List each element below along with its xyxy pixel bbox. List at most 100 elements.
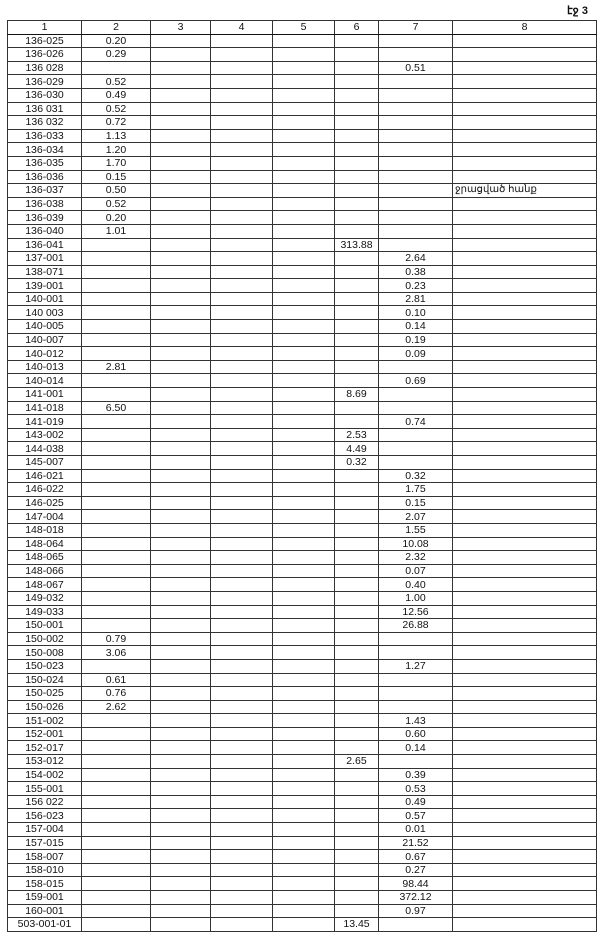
cell-col-3 bbox=[150, 468, 211, 484]
cell-col-7: 10.08 bbox=[378, 536, 453, 552]
cell-col-5 bbox=[272, 101, 335, 117]
table-row: 147-004 2.07 bbox=[7, 509, 597, 524]
cell-col-7 bbox=[378, 400, 453, 416]
cell-col-5 bbox=[272, 604, 335, 620]
cell-col-4 bbox=[210, 495, 273, 511]
cell-col-7 bbox=[378, 223, 453, 239]
cell-col-2: 0.79 bbox=[81, 631, 151, 647]
cell-col-2 bbox=[81, 264, 151, 280]
cell-col-3 bbox=[150, 319, 211, 334]
cell-col-8 bbox=[452, 590, 597, 606]
row-code: 136-037 bbox=[7, 183, 82, 198]
cell-col-5 bbox=[272, 47, 335, 62]
cell-col-3 bbox=[150, 658, 211, 674]
cell-col-4 bbox=[210, 890, 273, 905]
row-code: 136 028 bbox=[7, 60, 82, 76]
cell-col-4 bbox=[210, 359, 273, 375]
cell-col-5 bbox=[272, 319, 335, 334]
cell-col-2: 0.15 bbox=[81, 169, 151, 185]
cell-col-4 bbox=[210, 563, 273, 579]
table-row: 157-004 0.01 bbox=[7, 822, 597, 837]
cell-col-6 bbox=[334, 536, 379, 552]
cell-col-5 bbox=[272, 849, 335, 864]
cell-col-5 bbox=[272, 876, 335, 891]
row-code: 157-004 bbox=[7, 822, 82, 837]
cell-col-5 bbox=[272, 346, 335, 361]
cell-col-8 bbox=[452, 822, 597, 837]
row-code: 136-040 bbox=[7, 223, 82, 239]
row-code: 148-018 bbox=[7, 522, 82, 538]
cell-col-8 bbox=[452, 495, 597, 511]
cell-col-2 bbox=[81, 713, 151, 728]
cell-col-6 bbox=[334, 876, 379, 891]
cell-col-7 bbox=[378, 686, 453, 701]
cell-col-8 bbox=[452, 196, 597, 212]
table-row: 136 028 0.51 bbox=[7, 60, 597, 76]
cell-col-7: 2.64 bbox=[378, 251, 453, 266]
cell-col-6 bbox=[334, 278, 379, 293]
cell-col-8 bbox=[452, 305, 597, 321]
cell-col-4 bbox=[210, 822, 273, 837]
row-code: 151-002 bbox=[7, 713, 82, 728]
cell-col-3 bbox=[150, 835, 211, 851]
cell-col-2 bbox=[81, 482, 151, 497]
cell-col-2: 1.20 bbox=[81, 142, 151, 157]
cell-col-8 bbox=[452, 400, 597, 416]
cell-col-8 bbox=[452, 781, 597, 796]
cell-col-2: 0.29 bbox=[81, 47, 151, 62]
cell-col-7 bbox=[378, 74, 453, 89]
cell-col-7 bbox=[378, 101, 453, 117]
row-code: 136-035 bbox=[7, 155, 82, 171]
cell-col-8: ջրացված հանք bbox=[452, 183, 597, 198]
cell-col-4 bbox=[210, 767, 273, 783]
cell-col-8 bbox=[452, 740, 597, 756]
cell-col-2 bbox=[81, 658, 151, 674]
table-row: 151-002 1.43 bbox=[7, 713, 597, 728]
cell-col-6 bbox=[334, 495, 379, 511]
cell-col-3 bbox=[150, 60, 211, 76]
cell-col-8 bbox=[452, 155, 597, 171]
table-row: 156-023 0.57 bbox=[7, 808, 597, 824]
cell-col-5 bbox=[272, 563, 335, 579]
cell-col-8 bbox=[452, 754, 597, 769]
cell-col-8 bbox=[452, 115, 597, 130]
cell-col-2 bbox=[81, 550, 151, 565]
row-code: 140-001 bbox=[7, 291, 82, 307]
cell-col-6: 8.69 bbox=[334, 387, 379, 402]
table-row: 136-025 0.20 bbox=[7, 33, 597, 49]
cell-col-4 bbox=[210, 699, 273, 715]
cell-col-3 bbox=[150, 47, 211, 62]
cell-col-5 bbox=[272, 808, 335, 824]
table-row: 136-036 0.15 bbox=[7, 169, 597, 185]
cell-col-6 bbox=[334, 319, 379, 334]
row-code: 136 032 bbox=[7, 115, 82, 130]
cell-col-8 bbox=[452, 713, 597, 728]
table-row: 137-001 2.64 bbox=[7, 251, 597, 266]
cell-col-2 bbox=[81, 60, 151, 76]
cell-col-5 bbox=[272, 631, 335, 647]
cell-col-2: 2.81 bbox=[81, 359, 151, 375]
cell-col-4 bbox=[210, 917, 273, 932]
cell-col-2 bbox=[81, 767, 151, 783]
row-code: 140-014 bbox=[7, 373, 82, 389]
row-code: 150-002 bbox=[7, 631, 82, 647]
cell-col-5 bbox=[272, 414, 335, 429]
cell-col-3 bbox=[150, 115, 211, 130]
cell-col-3 bbox=[150, 74, 211, 89]
column-header-7: 7 bbox=[378, 20, 453, 35]
cell-col-3 bbox=[150, 618, 211, 633]
cell-col-4 bbox=[210, 332, 273, 348]
cell-col-4 bbox=[210, 441, 273, 456]
cell-col-7: 0.60 bbox=[378, 726, 453, 742]
cell-col-6 bbox=[334, 740, 379, 756]
cell-col-2: 1.01 bbox=[81, 223, 151, 239]
cell-col-4 bbox=[210, 849, 273, 864]
cell-col-2: 0.20 bbox=[81, 210, 151, 225]
cell-col-2 bbox=[81, 903, 151, 919]
table-row: 148-067 0.40 bbox=[7, 577, 597, 592]
cell-col-4 bbox=[210, 862, 273, 878]
table-row: 148-066 0.07 bbox=[7, 563, 597, 579]
cell-col-4 bbox=[210, 808, 273, 824]
cell-col-7 bbox=[378, 87, 453, 103]
cell-col-3 bbox=[150, 142, 211, 157]
